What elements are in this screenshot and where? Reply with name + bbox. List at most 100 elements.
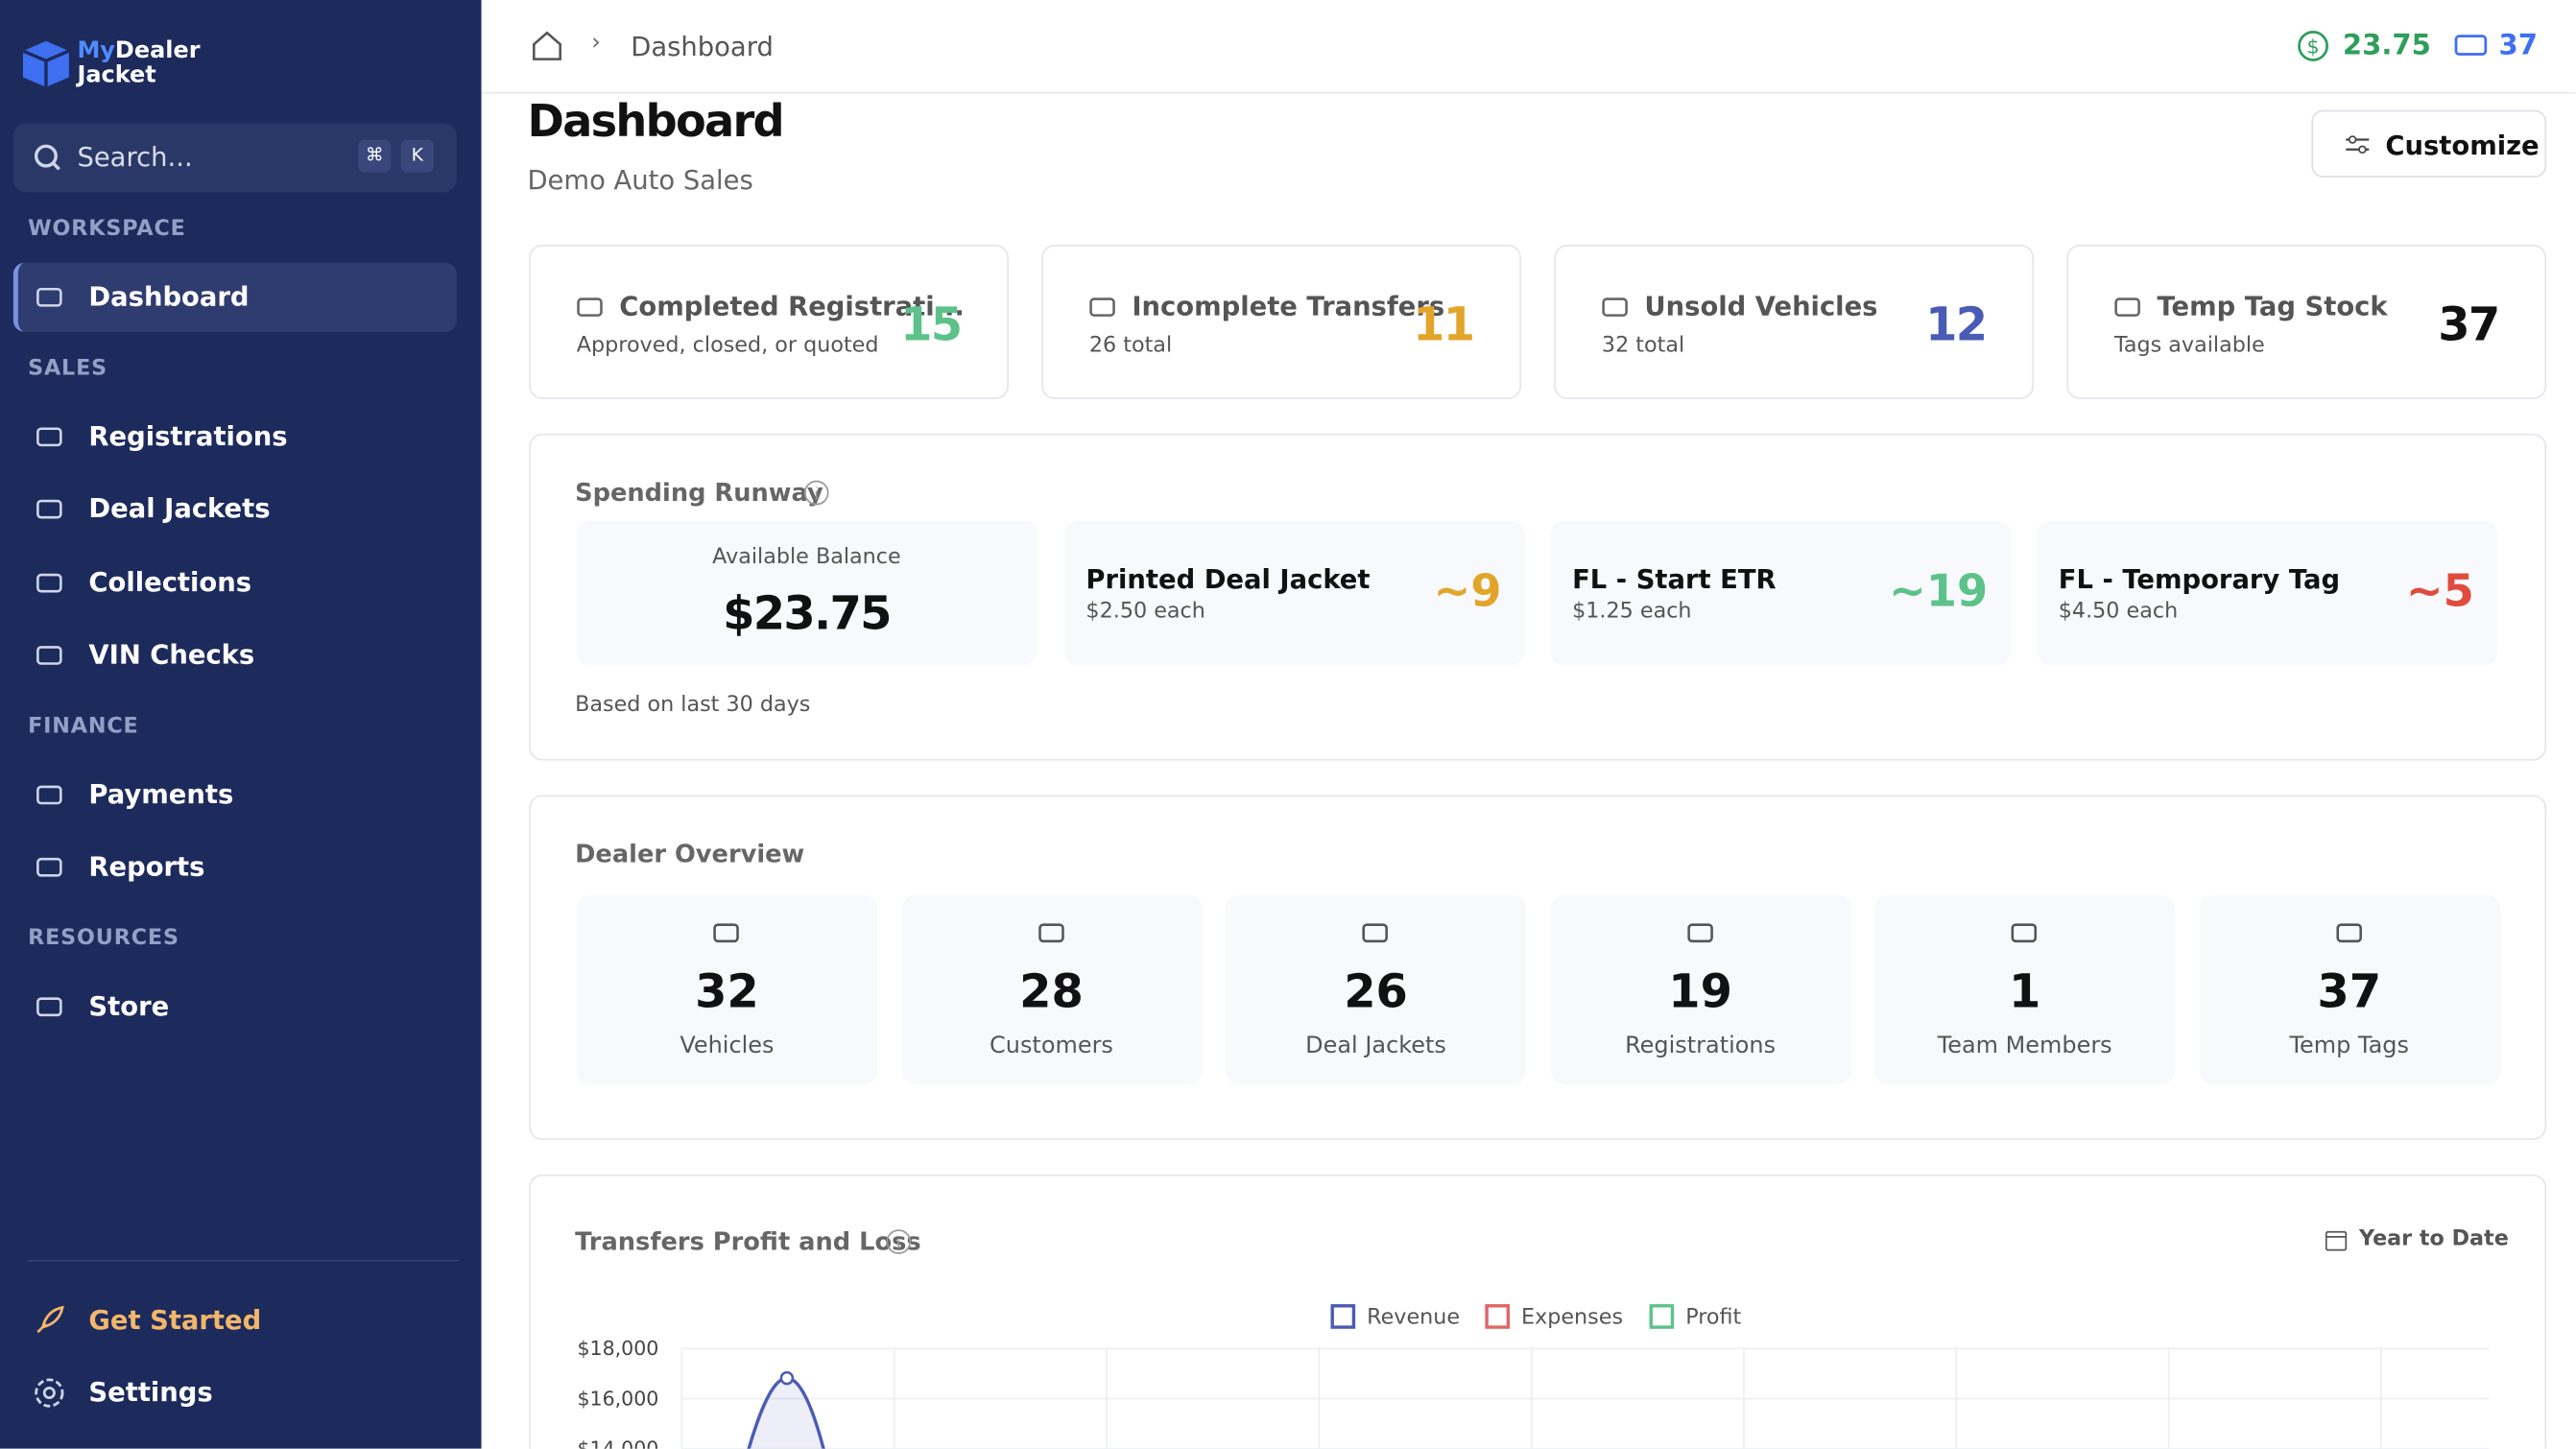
tile-icon xyxy=(1683,916,1716,956)
nav-item[interactable]: Deal Jackets xyxy=(88,492,271,525)
chart: Revenue Expenses Profit $18,000 $16,000 $14,0… xyxy=(577,1304,2490,1449)
icon xyxy=(1089,297,1115,317)
sliders-icon xyxy=(2346,135,2370,154)
active-bg xyxy=(12,262,457,332)
overview-card: Dealer Overview 32 Vehicles 28 Customers 26 D… xyxy=(529,795,2547,1140)
runway-tile: Printed Deal Jacket $2.50 each ~9 xyxy=(1064,520,1525,666)
item-name: Printed Deal Jacket xyxy=(1085,563,1371,595)
item-name: FL - Temporary Tag xyxy=(2058,563,2341,595)
tile-icon xyxy=(1359,916,1392,956)
nav-item[interactable]: Registrations xyxy=(88,419,288,451)
brand-my: My xyxy=(77,37,115,64)
nav-item[interactable]: VIN Checks xyxy=(88,638,255,671)
customize-button[interactable]: Customize xyxy=(2311,109,2547,178)
section-title: SALES xyxy=(28,355,108,381)
icon xyxy=(713,923,739,943)
revenue-point xyxy=(779,1370,795,1386)
legend-swatch xyxy=(1485,1304,1511,1329)
runway-tile: FL - Start ETR $1.25 each ~19 xyxy=(1550,520,2012,666)
overview-tile: 1 Team Members xyxy=(1874,894,2176,1084)
nav-icon xyxy=(33,281,65,321)
stat-value: 15 xyxy=(900,297,963,352)
stat-card: Completed Registrati... Approved, closed,… xyxy=(529,245,1009,399)
nav-item[interactable]: Settings xyxy=(88,1376,213,1408)
icon xyxy=(1686,923,1713,943)
breadcrumb: Dashboard xyxy=(631,31,774,63)
key: K xyxy=(400,139,434,173)
runway-card: Spending Runway Available Balance $23.75… xyxy=(529,433,2547,761)
stat-sub: 26 total xyxy=(1088,333,1173,359)
calendar-icon xyxy=(2325,1230,2348,1251)
item-estimate: ~5 xyxy=(2405,566,2474,618)
stat-sub: 32 total xyxy=(1601,333,1685,359)
card-title: Spending Runway xyxy=(575,478,823,508)
item-estimate: ~19 xyxy=(1889,566,1989,618)
balance: 23.75 xyxy=(2342,29,2431,63)
stat-card: Temp Tag Stock Tags available 37 xyxy=(2066,245,2547,399)
stat-icon xyxy=(2111,291,2141,327)
tile-value: 32 xyxy=(695,963,759,1019)
tile-value: 28 xyxy=(1019,963,1084,1019)
item-estimate: ~9 xyxy=(1433,566,1502,618)
stat-value: 37 xyxy=(2438,297,2500,352)
stat-icon xyxy=(1598,291,1628,327)
tile-icon xyxy=(2332,916,2365,956)
key: ⌘ xyxy=(358,139,392,173)
y-tick-label: $18,000 xyxy=(577,1337,658,1360)
stat-icon xyxy=(573,291,603,327)
icon xyxy=(1038,923,1063,943)
nav-item[interactable]: Collections xyxy=(88,565,252,598)
search-placeholder: Search... xyxy=(77,141,193,173)
stat-card: Incomplete Transfers 26 total 11 xyxy=(1041,245,1522,399)
gear-icon xyxy=(35,1378,64,1408)
search[interactable]: Search... ⌘ K xyxy=(12,123,457,193)
y-tick-label: $16,000 xyxy=(577,1387,658,1410)
nav-item[interactable]: Reports xyxy=(88,850,205,883)
nav-item[interactable]: Payments xyxy=(88,777,234,810)
nav-item[interactable]: Dashboard xyxy=(88,280,250,313)
tile-icon xyxy=(2008,916,2040,956)
card-title: Transfers Profit and Loss xyxy=(575,1226,921,1257)
tag-icon xyxy=(2454,35,2488,56)
brand: MyDealer Jacket xyxy=(77,37,200,89)
tile-label: Vehicles xyxy=(680,1033,775,1060)
nav-icon xyxy=(33,989,65,1029)
svg-text:$: $ xyxy=(2307,36,2320,59)
icon xyxy=(2114,297,2140,317)
stat-value: 11 xyxy=(1413,297,1475,352)
legend-label: Revenue xyxy=(1367,1305,1460,1330)
icon xyxy=(36,784,62,804)
tile-label: Customers xyxy=(990,1033,1113,1060)
nav-item[interactable]: Get Started xyxy=(88,1304,262,1336)
brand-jacket: Jacket xyxy=(77,62,156,89)
home-icon[interactable] xyxy=(531,30,563,62)
stat-sub: Approved, closed, or quoted xyxy=(576,333,879,359)
balance-value: $23.75 xyxy=(723,586,892,641)
divider xyxy=(28,1259,459,1262)
range-picker[interactable]: Year to Date xyxy=(2359,1226,2509,1252)
tile-icon xyxy=(709,916,742,956)
section-title: RESOURCES xyxy=(28,925,179,951)
icon xyxy=(2011,923,2038,943)
stat-title: Incomplete Transfers xyxy=(1132,290,1445,322)
nav-item[interactable]: Store xyxy=(88,989,170,1021)
section-title: FINANCE xyxy=(28,713,139,739)
dollar-icon: $ xyxy=(2298,31,2328,61)
nav-icon xyxy=(33,639,65,678)
tag-count: 37 xyxy=(2498,29,2539,63)
button-label: Customize xyxy=(2385,130,2540,161)
tile-value: 37 xyxy=(2317,963,2382,1019)
revenue-area xyxy=(747,1376,825,1449)
item-name: FL - Start ETR xyxy=(1572,563,1777,595)
nav-icon xyxy=(33,419,65,459)
icon xyxy=(1602,297,1628,317)
legend-label: Profit xyxy=(1685,1305,1741,1330)
tile-label: Temp Tags xyxy=(2289,1033,2409,1060)
card-title: Dealer Overview xyxy=(575,839,805,869)
icon xyxy=(36,287,62,307)
nav-icon xyxy=(33,777,65,817)
overview-tile: 19 Registrations xyxy=(1549,894,1851,1084)
tile-value: 26 xyxy=(1344,963,1408,1019)
icon xyxy=(36,572,62,592)
